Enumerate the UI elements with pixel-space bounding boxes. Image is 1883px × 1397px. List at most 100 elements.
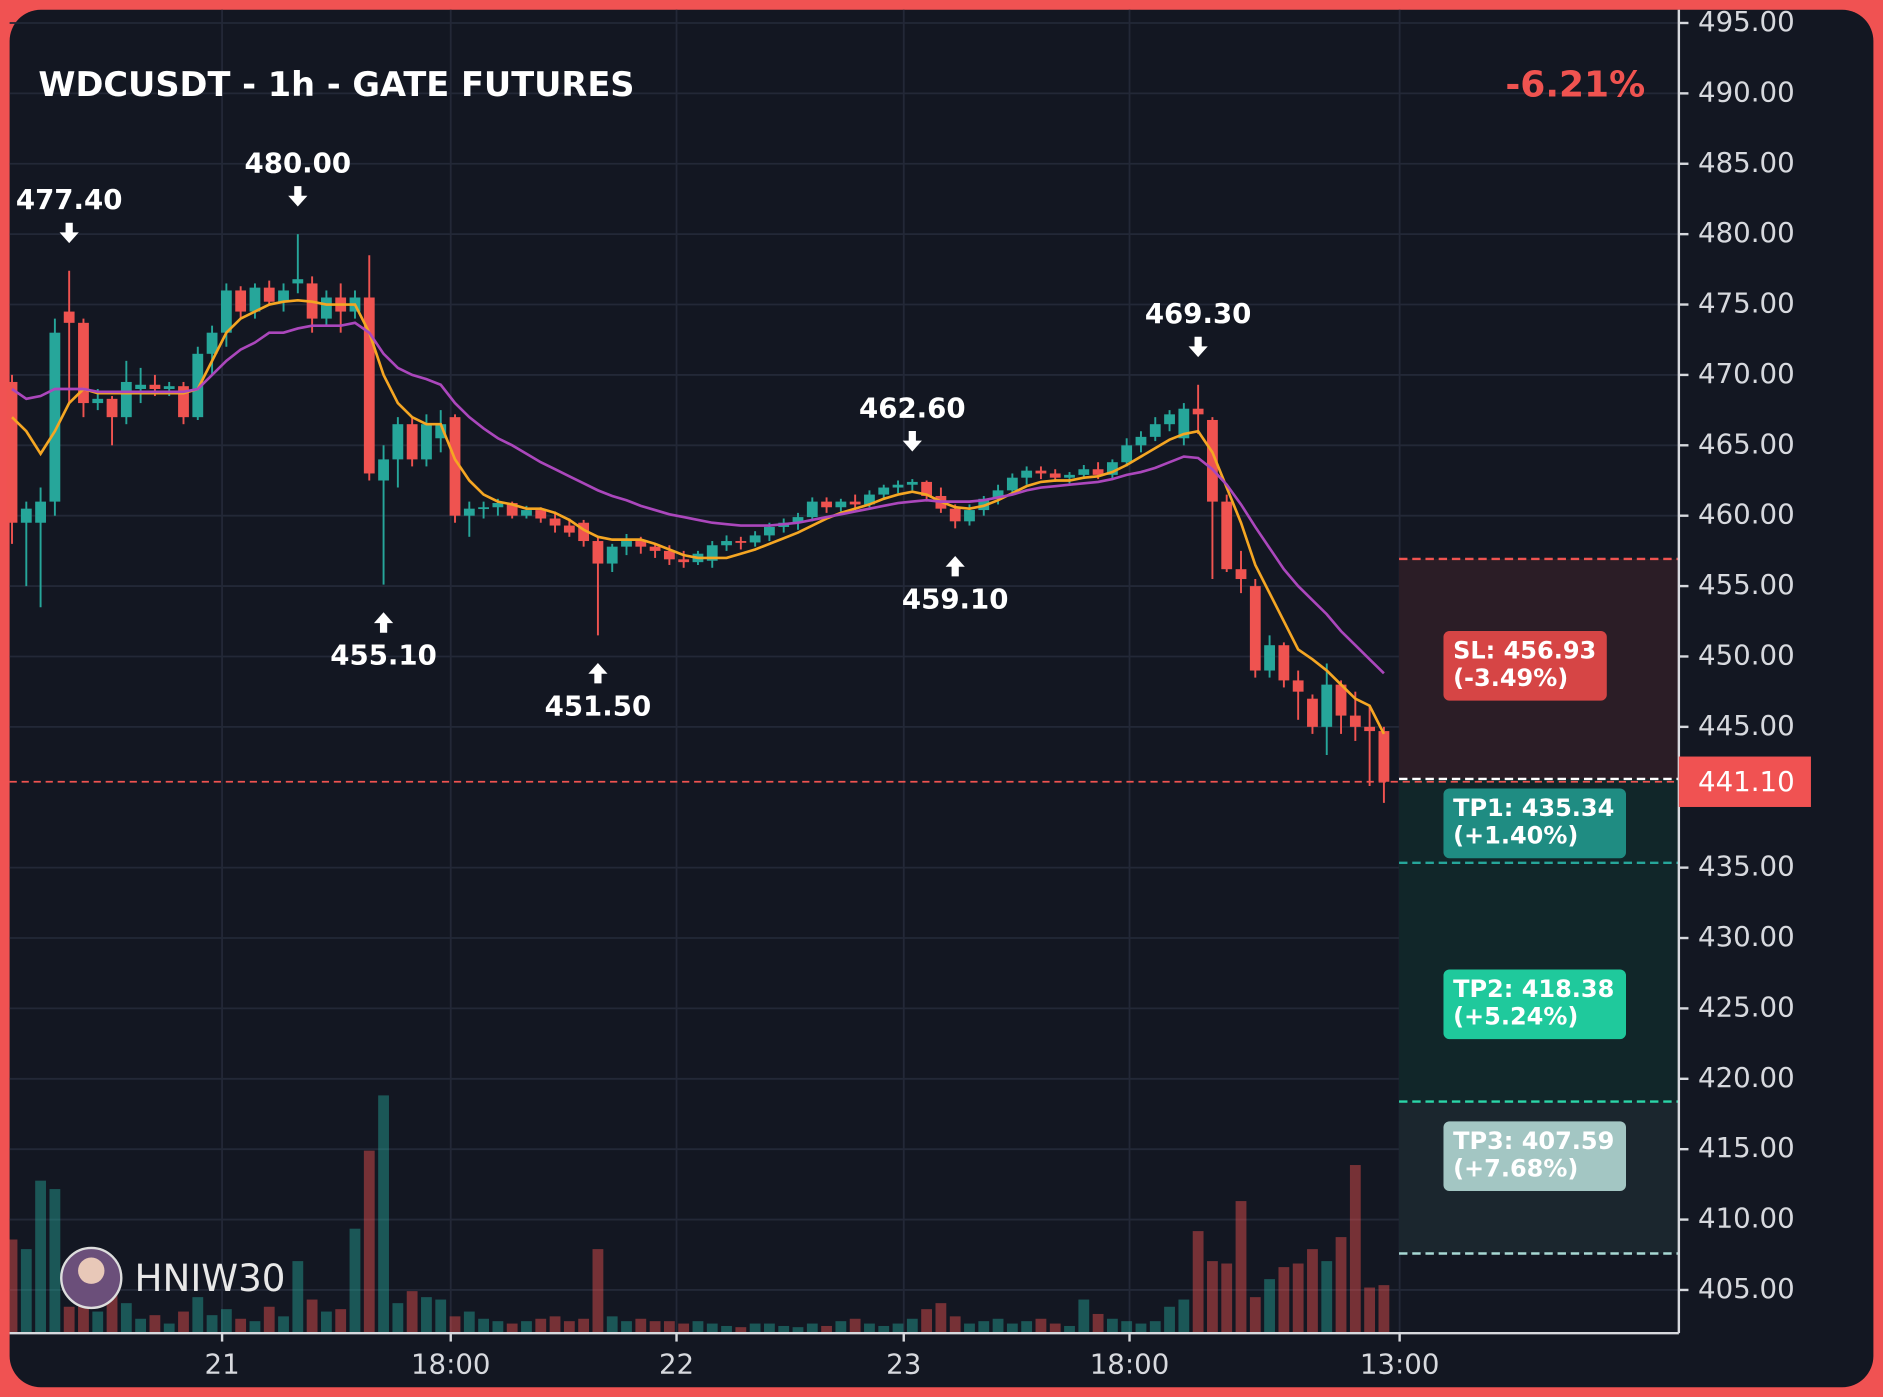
candle-body: [1335, 684, 1347, 716]
candle-body: [478, 507, 490, 510]
volume-bar: [721, 1325, 732, 1334]
y-tick-label: 450.00: [1698, 638, 1795, 671]
volume-bar: [1121, 1321, 1133, 1334]
annotation-label: 455.10: [330, 639, 437, 672]
arrow: [945, 555, 965, 577]
volume-bar: [878, 1325, 890, 1334]
volume-bar: [549, 1316, 561, 1334]
volume-bar: [506, 1323, 518, 1334]
candle-body: [192, 353, 204, 418]
volume-bar: [1235, 1201, 1247, 1334]
candle-body: [92, 398, 104, 404]
volume-bar: [992, 1318, 1004, 1334]
volume-bar: [521, 1321, 532, 1334]
volume-bar: [1264, 1279, 1275, 1334]
x-tick-label: 23: [886, 1348, 921, 1381]
candle-body: [63, 311, 75, 323]
volume-bar: [1106, 1318, 1118, 1334]
candle-body: [320, 297, 332, 319]
annotation-label: 469.30: [1145, 297, 1252, 330]
candle-body: [892, 484, 904, 488]
annotation-label: 477.40: [16, 183, 123, 216]
candle-body: [1221, 501, 1233, 570]
candle-body: [621, 541, 632, 547]
candle-body: [135, 384, 147, 389]
y-tick-label: 495.00: [1698, 5, 1795, 38]
candle-body: [235, 290, 247, 312]
level-label: TP1: 435.34: [1453, 794, 1614, 822]
candle-body: [163, 386, 175, 389]
candle-body: [1164, 414, 1175, 425]
price-tag: [1678, 756, 1811, 807]
candle-body: [120, 381, 132, 418]
volume-bar: [1035, 1318, 1047, 1334]
candle-body: [78, 322, 89, 404]
candle-body: [921, 481, 933, 496]
candle-body: [1049, 473, 1061, 478]
volume-bar: [692, 1321, 704, 1334]
candle-body: [1235, 569, 1247, 580]
candle-body: [35, 501, 46, 523]
volume-bar: [621, 1321, 632, 1334]
volume-bar: [392, 1303, 404, 1334]
volume-bar: [463, 1311, 475, 1334]
volume-bar: [1164, 1306, 1175, 1334]
volume-bar: [35, 1180, 46, 1334]
y-tick-label: 475.00: [1698, 287, 1795, 320]
level-change: (+5.24%): [1453, 1003, 1578, 1031]
annotation-label: 459.10: [902, 582, 1009, 615]
candle-body: [1135, 436, 1147, 446]
candle-body: [178, 386, 189, 418]
candle-body: [735, 541, 747, 543]
candle-body: [20, 508, 32, 523]
volume-bar: [1021, 1321, 1033, 1334]
volume-bar: [749, 1323, 761, 1334]
volume-bar: [835, 1321, 847, 1334]
candle-body: [878, 487, 890, 495]
candle-body: [1078, 469, 1090, 475]
candle-body: [1178, 408, 1190, 439]
candle-body: [1035, 470, 1047, 474]
y-tick-label: 455.00: [1698, 568, 1795, 601]
candle-body: [521, 510, 532, 516]
level-label-box: [1443, 1121, 1627, 1192]
avatar-face: [78, 1257, 105, 1284]
candle-body: [406, 424, 418, 460]
volume-bar: [778, 1325, 790, 1334]
level-change: (-3.49%): [1453, 664, 1568, 692]
watermark: HNIW30: [135, 1256, 286, 1300]
x-tick-label: 21: [205, 1348, 240, 1381]
volume-bar: [449, 1316, 461, 1334]
candle-body: [1121, 445, 1133, 463]
volume-bar: [706, 1323, 718, 1334]
candle-body: [992, 490, 1004, 499]
candle-body: [378, 459, 389, 481]
volume-bar: [120, 1303, 132, 1334]
volume-bar: [1064, 1325, 1075, 1334]
candle-body: [764, 526, 775, 536]
level-label-box: [1443, 969, 1627, 1040]
x-tick-label: 13:00: [1360, 1348, 1440, 1381]
volume-bar: [1292, 1263, 1304, 1334]
volume-bar: [435, 1299, 447, 1334]
candle-body: [635, 541, 647, 547]
y-tick-label: 415.00: [1698, 1131, 1795, 1164]
volume-bar: [263, 1306, 275, 1334]
candle-body: [535, 510, 547, 519]
candle-body: [1021, 470, 1033, 478]
candle-body: [1106, 462, 1118, 475]
volume-bar: [92, 1311, 104, 1334]
volume-bar: [892, 1323, 904, 1334]
candle-body: [363, 297, 375, 474]
level-change: (+1.40%): [1453, 822, 1578, 850]
chart-title: WDCUSDT - 1h - GATE FUTURES: [38, 65, 634, 104]
volume-bar: [1221, 1263, 1233, 1334]
candle-body: [435, 424, 447, 439]
volume-bar: [649, 1321, 661, 1334]
annotation-label: 480.00: [245, 146, 352, 179]
candle-body: [1307, 698, 1318, 727]
volume-bar: [220, 1309, 232, 1334]
volume-bar: [363, 1150, 375, 1334]
y-tick-label: 470.00: [1698, 357, 1795, 390]
volume-bar: [163, 1323, 175, 1334]
